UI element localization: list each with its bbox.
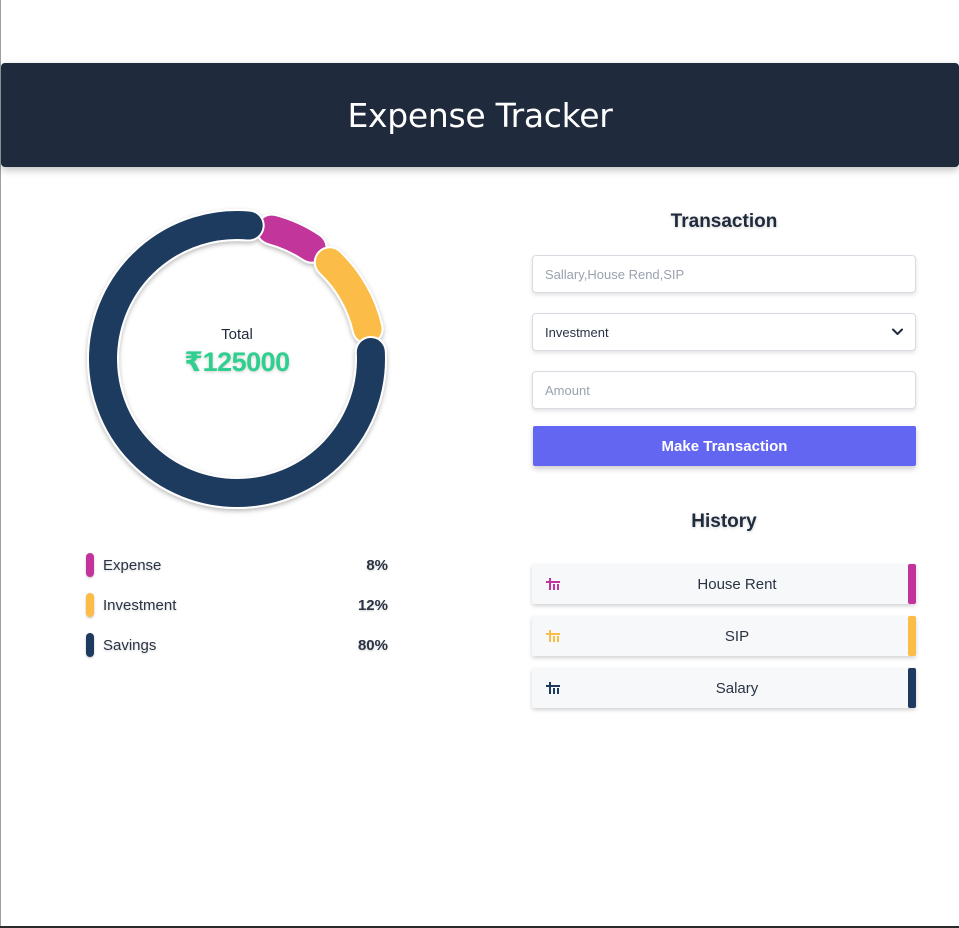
- legend-percent-expense: 8%: [366, 556, 388, 574]
- history-item[interactable]: House Rent: [532, 564, 916, 604]
- chart-center: Total ₹125000: [70, 326, 404, 378]
- total-label: Total: [221, 326, 253, 343]
- bank-icon: [532, 578, 566, 590]
- donut-chart-svg: [87, 209, 387, 509]
- legend-item-expense: Expense 8%: [86, 545, 388, 585]
- description-input[interactable]: [532, 255, 916, 293]
- legend-swatch-savings: [86, 633, 94, 657]
- window-border-bottom: [0, 926, 959, 928]
- history-item-label: SIP: [724, 627, 750, 645]
- app-title: Expense Tracker: [347, 95, 613, 135]
- transaction-title: Transaction: [670, 211, 778, 232]
- app-header: Expense Tracker: [1, 63, 959, 167]
- history-item-color-bar: [908, 564, 916, 604]
- total-value: ₹125000: [184, 347, 290, 377]
- legend-item-savings: Savings 80%: [86, 625, 388, 665]
- bank-icon: [532, 682, 566, 694]
- donut-slice-savings: [89, 211, 385, 507]
- history-list: House Rent SIP: [532, 564, 916, 708]
- legend-item-investment: Investment 12%: [86, 585, 388, 625]
- amount-input[interactable]: [532, 371, 916, 409]
- chart-legend: Expense 8% Investment 12% Savings 80%: [86, 545, 388, 665]
- legend-label-expense: Expense: [103, 556, 162, 574]
- transaction-panel: Transaction Investment Make Transaction …: [532, 200, 916, 720]
- chevron-down-icon: [892, 325, 903, 339]
- donut-slice-expense: [257, 215, 326, 262]
- history-item[interactable]: SIP: [532, 616, 916, 656]
- history-item-label: House Rent: [697, 575, 777, 593]
- bank-icon: [532, 630, 566, 642]
- legend-swatch-investment: [86, 593, 94, 617]
- legend-swatch-expense: [86, 553, 94, 577]
- window-border-left: [0, 0, 1, 928]
- legend-percent-savings: 80%: [357, 636, 388, 654]
- history-item-color-bar: [908, 668, 916, 708]
- history-item-color-bar: [908, 616, 916, 656]
- donut-chart: Total ₹125000: [70, 192, 404, 526]
- legend-label-savings: Savings: [103, 636, 157, 654]
- type-select[interactable]: Investment: [532, 313, 916, 351]
- donut-slice-investment: [315, 248, 382, 343]
- history-title: History: [691, 511, 757, 532]
- history-item[interactable]: Salary: [532, 668, 916, 708]
- legend-percent-investment: 12%: [357, 596, 388, 614]
- type-select-value: Investment: [545, 324, 609, 340]
- history-item-label: Salary: [715, 679, 759, 697]
- make-transaction-button[interactable]: Make Transaction: [533, 426, 916, 466]
- legend-label-investment: Investment: [103, 596, 177, 614]
